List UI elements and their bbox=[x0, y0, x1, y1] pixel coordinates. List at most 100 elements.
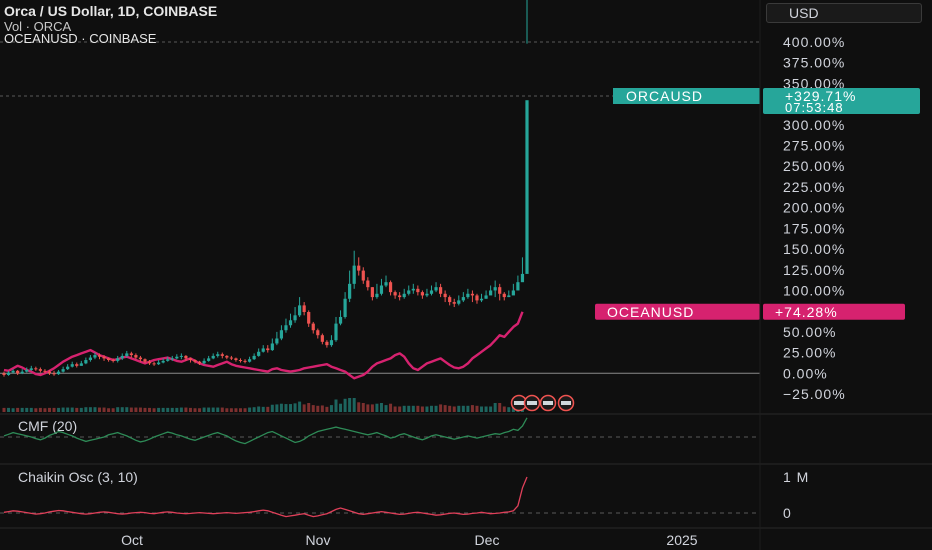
volume-bar bbox=[11, 408, 15, 412]
y-tick-label: 175.00% bbox=[783, 220, 845, 236]
event-badge-flag bbox=[527, 401, 537, 405]
candle-body bbox=[402, 293, 406, 298]
volume-bar bbox=[352, 398, 356, 412]
volume-bar bbox=[379, 403, 383, 412]
volume-bar bbox=[448, 405, 452, 412]
candle-body bbox=[107, 358, 111, 361]
volume-bar bbox=[334, 399, 338, 412]
candle-body bbox=[66, 366, 70, 370]
candle-body bbox=[493, 287, 497, 291]
volume-bar bbox=[61, 407, 65, 412]
candle-body bbox=[329, 340, 334, 346]
candle-body bbox=[434, 287, 438, 291]
y-tick-label: 50.00% bbox=[783, 324, 836, 340]
volume-bar bbox=[329, 405, 333, 412]
candle-body bbox=[316, 330, 320, 336]
y-tick-label: 125.00% bbox=[783, 262, 845, 278]
volume-bar bbox=[289, 404, 293, 412]
candle-body bbox=[120, 355, 124, 359]
currency-button[interactable]: USD bbox=[766, 3, 922, 23]
candle-body bbox=[247, 359, 252, 362]
candle-body bbox=[288, 320, 293, 326]
volume-bar bbox=[507, 407, 511, 412]
volume-bar bbox=[170, 407, 174, 412]
candle-body bbox=[138, 357, 143, 360]
volume-bar bbox=[284, 404, 288, 412]
candle-body bbox=[420, 292, 424, 296]
volume-bar bbox=[238, 408, 242, 412]
candle-body bbox=[429, 290, 434, 294]
candle-body bbox=[398, 295, 402, 298]
event-badge-flag bbox=[543, 401, 553, 405]
candle-body bbox=[511, 290, 515, 296]
volume-bar bbox=[425, 406, 429, 412]
candle-body bbox=[388, 282, 393, 293]
candle-body bbox=[479, 298, 484, 301]
candle-body bbox=[279, 330, 284, 339]
candle-body bbox=[243, 360, 247, 362]
oceanusd-label: OCEANUSD bbox=[607, 304, 694, 320]
candle-body bbox=[129, 353, 133, 356]
volume-bar bbox=[2, 407, 6, 412]
candle-body bbox=[34, 368, 38, 370]
volume-bar bbox=[293, 403, 297, 412]
candle-body bbox=[284, 325, 288, 331]
candle-body bbox=[425, 293, 429, 296]
candle-body bbox=[70, 364, 74, 367]
candle-body bbox=[61, 369, 65, 372]
candle-body bbox=[457, 300, 461, 304]
candle-body bbox=[525, 100, 529, 274]
volume-bar bbox=[116, 407, 120, 412]
candle-body bbox=[170, 358, 174, 360]
volume-bar bbox=[148, 407, 152, 412]
candle-body bbox=[379, 285, 384, 294]
volume-bar bbox=[166, 407, 170, 412]
volume-bar bbox=[361, 403, 365, 412]
candle-body bbox=[38, 369, 42, 371]
candle-body bbox=[393, 292, 397, 296]
y-tick-label: 225.00% bbox=[783, 179, 845, 195]
volume-bar bbox=[439, 404, 443, 412]
oceanusd-line bbox=[3, 311, 524, 380]
volume-bar bbox=[184, 407, 188, 412]
candle-body bbox=[175, 356, 179, 359]
volume-bar bbox=[307, 403, 311, 412]
candle-body bbox=[489, 290, 493, 296]
volume-bar bbox=[98, 407, 102, 412]
volume-bar bbox=[157, 407, 161, 412]
orcausd-value-tag bbox=[763, 88, 920, 114]
volume-bar bbox=[16, 407, 20, 412]
candle-body bbox=[211, 355, 215, 359]
candle-body bbox=[102, 356, 106, 359]
candle-body bbox=[2, 373, 6, 375]
volume-bar bbox=[302, 404, 306, 412]
volume-bar bbox=[93, 407, 97, 412]
y-tick-label: 150.00% bbox=[783, 241, 845, 257]
volume-bar bbox=[470, 405, 474, 412]
y-tick-label: 200.00% bbox=[783, 200, 845, 216]
candle-body bbox=[338, 316, 343, 324]
candle-body bbox=[234, 358, 238, 361]
candle-body bbox=[298, 305, 302, 316]
volume-bar bbox=[138, 407, 142, 412]
volume-bar bbox=[161, 407, 165, 412]
candle-body bbox=[188, 358, 193, 361]
candle-body bbox=[466, 293, 470, 298]
volume-bar bbox=[298, 401, 302, 412]
candle-body bbox=[411, 288, 415, 291]
y-tick-label: 300.00% bbox=[783, 117, 845, 133]
candle-body bbox=[348, 283, 352, 299]
volume-bar bbox=[43, 408, 47, 412]
candle-body bbox=[29, 368, 33, 370]
candle-body bbox=[502, 293, 506, 298]
cmf-title: CMF (20) bbox=[18, 418, 77, 434]
candle-body bbox=[366, 280, 370, 288]
candle-body bbox=[88, 357, 93, 361]
volume-bar bbox=[393, 406, 397, 412]
candle-body bbox=[20, 371, 24, 374]
volume-bar bbox=[384, 405, 388, 412]
candle-body bbox=[229, 357, 233, 359]
volume-bar bbox=[493, 403, 497, 412]
candle-body bbox=[220, 354, 224, 356]
